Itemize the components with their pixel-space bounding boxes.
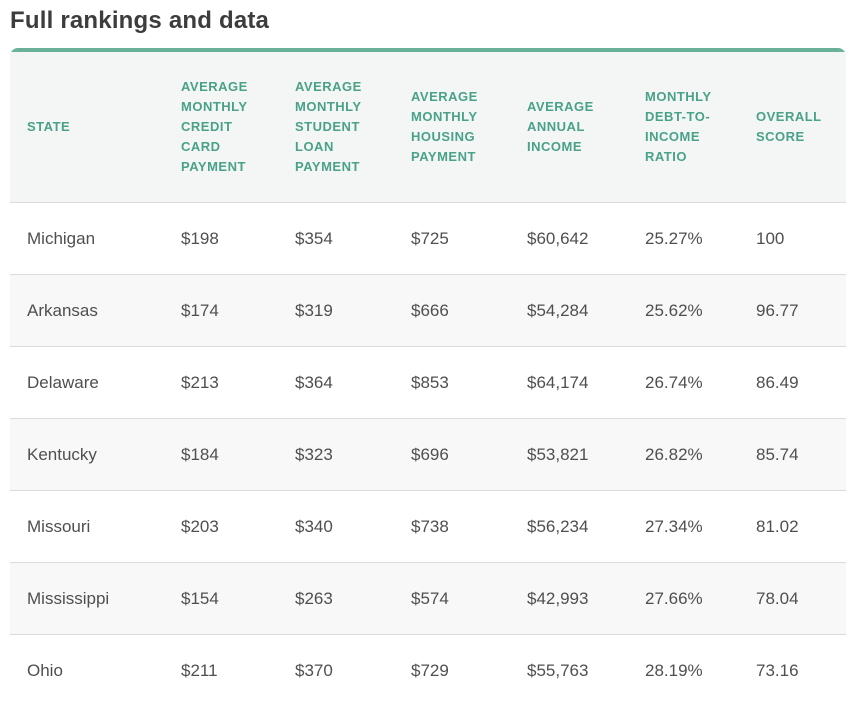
cell-debt-to-income-ratio: 25.62% [628,274,739,347]
cell-credit-card-payment: $211 [164,634,278,706]
cell-state: Michigan [10,202,164,275]
cell-credit-card-payment: $184 [164,418,278,491]
cell-credit-card-payment: $154 [164,562,278,635]
cell-housing-payment: $696 [394,418,510,491]
column-header-state: STATE [10,52,164,203]
cell-state: Arkansas [10,274,164,347]
cell-credit-card-payment: $198 [164,202,278,275]
cell-housing-payment: $729 [394,634,510,706]
cell-annual-income: $56,234 [510,490,628,563]
cell-student-loan-payment: $340 [278,490,394,563]
table-row: Mississippi $154 $263 $574 $42,993 27.66… [10,562,846,635]
cell-credit-card-payment: $174 [164,274,278,347]
cell-student-loan-payment: $354 [278,202,394,275]
table-row: Kentucky $184 $323 $696 $53,821 26.82% 8… [10,418,846,491]
cell-housing-payment: $574 [394,562,510,635]
cell-housing-payment: $738 [394,490,510,563]
cell-debt-to-income-ratio: 27.34% [628,490,739,563]
cell-overall-score: 86.49 [739,346,846,419]
cell-credit-card-payment: $203 [164,490,278,563]
cell-debt-to-income-ratio: 27.66% [628,562,739,635]
cell-debt-to-income-ratio: 26.82% [628,418,739,491]
cell-housing-payment: $853 [394,346,510,419]
cell-annual-income: $42,993 [510,562,628,635]
table-row: Arkansas $174 $319 $666 $54,284 25.62% 9… [10,274,846,347]
cell-annual-income: $64,174 [510,346,628,419]
cell-overall-score: 78.04 [739,562,846,635]
column-header-housing-payment: AVERAGE MONTHLY HOUSING PAYMENT [394,52,510,203]
cell-housing-payment: $725 [394,202,510,275]
column-header-credit-card-payment: AVERAGE MONTHLY CREDIT CARD PAYMENT [164,52,278,203]
cell-overall-score: 73.16 [739,634,846,706]
header-row: STATE AVERAGE MONTHLY CREDIT CARD PAYMEN… [10,52,846,203]
cell-credit-card-payment: $213 [164,346,278,419]
column-header-overall-score: OVERALL SCORE [739,52,846,203]
column-header-student-loan-payment: AVERAGE MONTHLY STUDENT LOAN PAYMENT [278,52,394,203]
cell-student-loan-payment: $364 [278,346,394,419]
column-header-debt-to-income-ratio: MONTHLY DEBT-TO-INCOME RATIO [628,52,739,203]
cell-student-loan-payment: $263 [278,562,394,635]
table-row: Michigan $198 $354 $725 $60,642 25.27% 1… [10,202,846,275]
cell-state: Kentucky [10,418,164,491]
cell-state: Mississippi [10,562,164,635]
column-header-annual-income: AVERAGE ANNUAL INCOME [510,52,628,203]
table-row: Ohio $211 $370 $729 $55,763 28.19% 73.16 [10,634,846,706]
table-row: Missouri $203 $340 $738 $56,234 27.34% 8… [10,490,846,563]
cell-overall-score: 100 [739,202,846,275]
cell-student-loan-payment: $323 [278,418,394,491]
page-title: Full rankings and data [10,7,270,34]
cell-state: Missouri [10,490,164,563]
cell-overall-score: 81.02 [739,490,846,563]
cell-housing-payment: $666 [394,274,510,347]
cell-student-loan-payment: $319 [278,274,394,347]
table-row: Delaware $213 $364 $853 $64,174 26.74% 8… [10,346,846,419]
cell-state: Delaware [10,346,164,419]
rankings-table: STATE AVERAGE MONTHLY CREDIT CARD PAYMEN… [10,52,846,706]
cell-overall-score: 96.77 [739,274,846,347]
cell-student-loan-payment: $370 [278,634,394,706]
cell-annual-income: $60,642 [510,202,628,275]
cell-state: Ohio [10,634,164,706]
cell-debt-to-income-ratio: 26.74% [628,346,739,419]
cell-annual-income: $53,821 [510,418,628,491]
cell-annual-income: $55,763 [510,634,628,706]
cell-overall-score: 85.74 [739,418,846,491]
rankings-table-container: STATE AVERAGE MONTHLY CREDIT CARD PAYMEN… [10,48,846,706]
cell-annual-income: $54,284 [510,274,628,347]
cell-debt-to-income-ratio: 25.27% [628,202,739,275]
cell-debt-to-income-ratio: 28.19% [628,634,739,706]
